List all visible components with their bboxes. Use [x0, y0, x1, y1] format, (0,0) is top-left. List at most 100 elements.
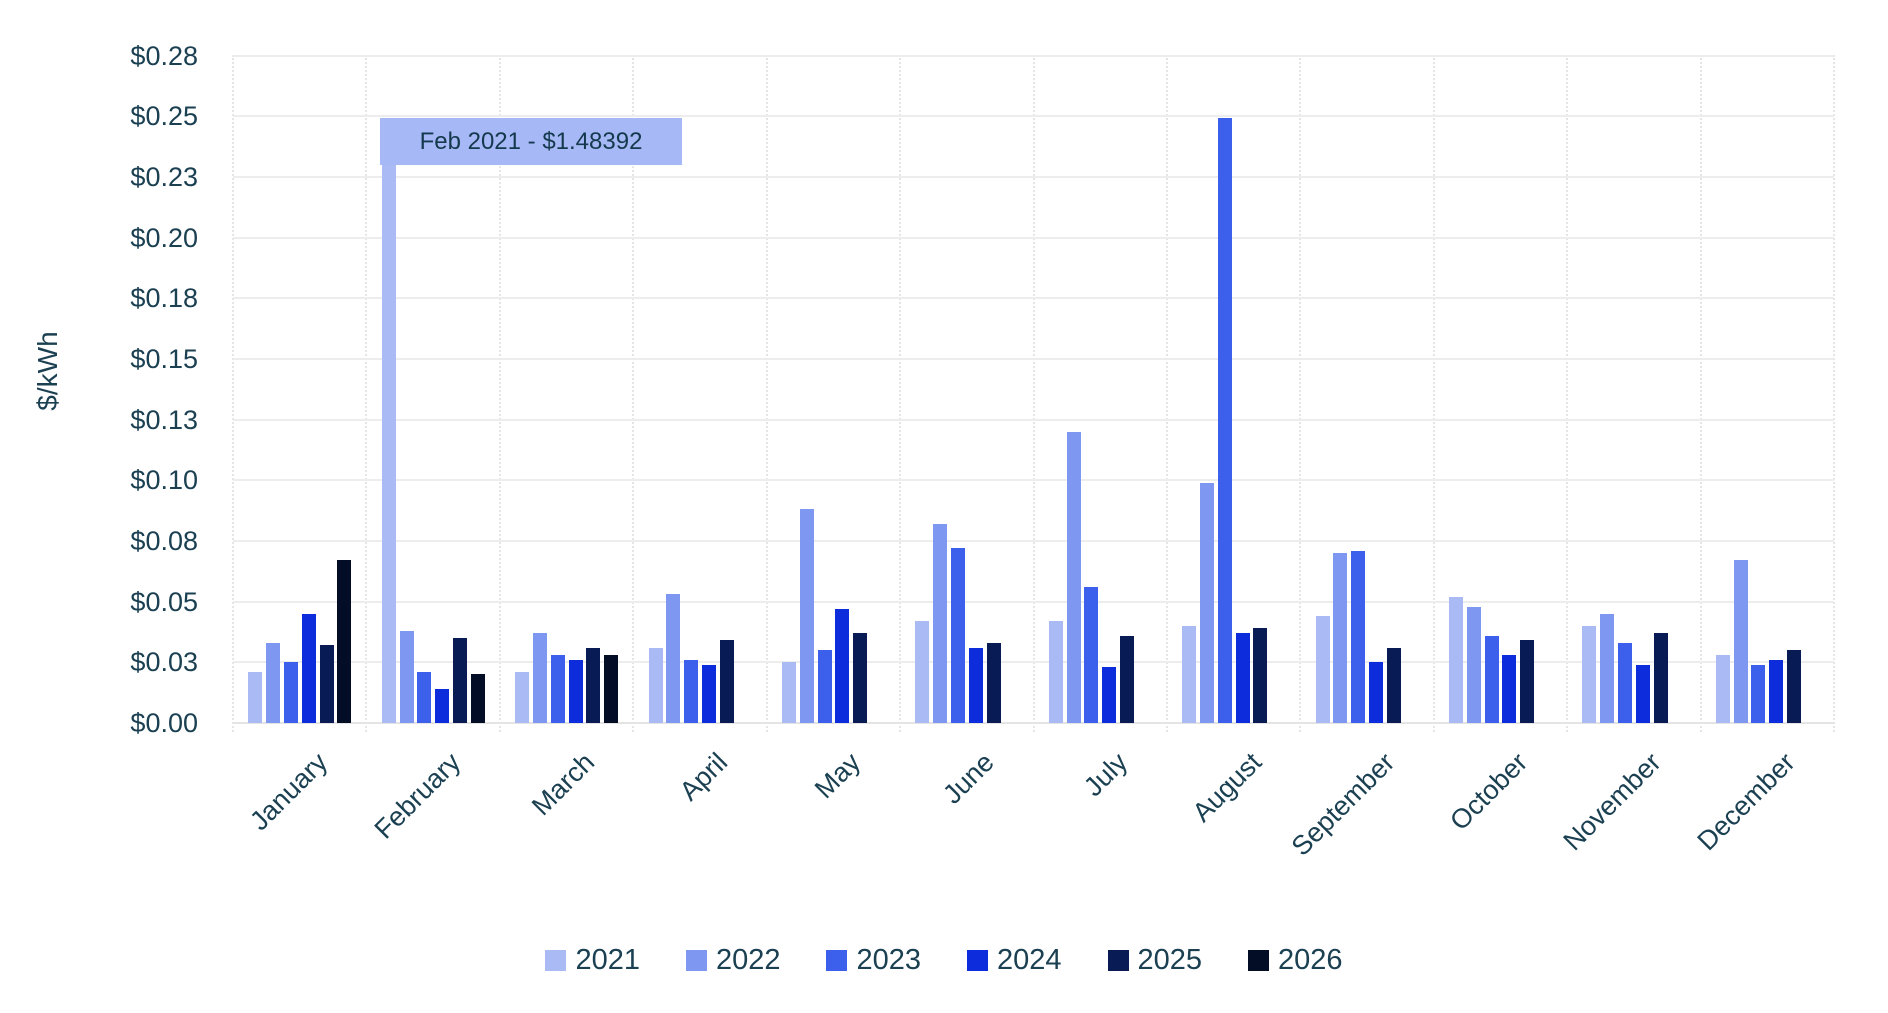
- y-tick-label: $0.00: [130, 708, 198, 738]
- bar[interactable]: [986, 642, 1001, 723]
- bar[interactable]: [452, 638, 467, 723]
- gridline-h: [233, 479, 1834, 482]
- annotation-callout[interactable]: Feb 2021 - $1.48392: [380, 118, 682, 165]
- bar[interactable]: [301, 613, 316, 723]
- bar[interactable]: [701, 664, 716, 723]
- bar[interactable]: [666, 594, 681, 723]
- month-label: August: [1186, 747, 1267, 828]
- y-tick-label: $0.28: [130, 40, 198, 71]
- bar[interactable]: [1386, 647, 1401, 723]
- bar[interactable]: [319, 645, 334, 723]
- month-label: November: [1557, 747, 1668, 857]
- bar[interactable]: [435, 689, 450, 723]
- gridline-h: [233, 357, 1834, 360]
- bar[interactable]: [1102, 667, 1117, 723]
- month-label: February: [368, 747, 467, 845]
- bar[interactable]: [283, 662, 298, 723]
- legend-swatch: [1248, 950, 1270, 971]
- legend-item-2025[interactable]: 2025: [1107, 944, 1202, 977]
- gridline-v: [1032, 55, 1035, 732]
- month-label: March: [525, 747, 600, 822]
- bar[interactable]: [719, 640, 734, 723]
- bar[interactable]: [1048, 621, 1063, 723]
- bar[interactable]: [1502, 655, 1517, 723]
- bar[interactable]: [1733, 560, 1748, 723]
- gridline-v: [498, 55, 501, 732]
- gridline-v: [1566, 55, 1569, 732]
- legend-label: 2023: [856, 944, 921, 976]
- bar[interactable]: [1618, 642, 1633, 723]
- gridline-v: [1432, 55, 1435, 732]
- gridline-h: [233, 722, 1834, 724]
- bar[interactable]: [1653, 633, 1668, 723]
- bar[interactable]: [1084, 587, 1099, 723]
- gridline-h: [233, 236, 1834, 239]
- y-tick-label: $0.05: [130, 586, 198, 617]
- bar[interactable]: [968, 647, 983, 723]
- y-tick-label: $0.13: [130, 404, 198, 435]
- legend-swatch: [826, 950, 848, 971]
- month-label: June: [937, 747, 1001, 810]
- bar[interactable]: [1217, 117, 1232, 723]
- bar[interactable]: [248, 672, 263, 723]
- bar[interactable]: [1787, 650, 1802, 723]
- bar[interactable]: [1484, 635, 1499, 723]
- bar[interactable]: [532, 633, 547, 723]
- bar[interactable]: [1369, 662, 1384, 723]
- bar[interactable]: [515, 672, 530, 723]
- bar[interactable]: [1182, 625, 1197, 723]
- bar[interactable]: [1715, 655, 1730, 723]
- gridline-v: [632, 55, 635, 732]
- bar[interactable]: [933, 523, 948, 723]
- bar[interactable]: [835, 608, 850, 723]
- bar[interactable]: [1769, 659, 1784, 723]
- bar[interactable]: [568, 659, 583, 723]
- bar[interactable]: [950, 548, 965, 723]
- bar[interactable]: [1582, 625, 1597, 723]
- bar[interactable]: [853, 633, 868, 723]
- bar[interactable]: [1466, 606, 1481, 723]
- bar[interactable]: [1520, 640, 1535, 723]
- y-tick-label: $0.10: [130, 465, 198, 496]
- legend-item-2024[interactable]: 2024: [967, 944, 1062, 977]
- gridline-v: [365, 55, 368, 732]
- bar[interactable]: [648, 647, 663, 723]
- gridline-v: [1165, 55, 1168, 732]
- y-tick-label: $0.25: [130, 101, 198, 132]
- bar[interactable]: [266, 642, 281, 723]
- bar[interactable]: [1449, 596, 1464, 723]
- legend: 2021 2022 2023 2024 2025 2026: [0, 944, 1888, 977]
- bar[interactable]: [799, 509, 814, 723]
- gridline-h: [233, 418, 1834, 421]
- bar[interactable]: [337, 560, 352, 723]
- bar[interactable]: [1333, 553, 1348, 723]
- bar[interactable]: [1066, 431, 1081, 723]
- bar[interactable]: [604, 655, 619, 723]
- bar[interactable]: [1315, 616, 1330, 723]
- bar[interactable]: [1635, 664, 1650, 723]
- month-label: September: [1285, 747, 1401, 862]
- gridline-v: [765, 55, 768, 732]
- bar[interactable]: [1600, 613, 1615, 723]
- bar[interactable]: [1751, 664, 1766, 723]
- bar[interactable]: [1235, 633, 1250, 723]
- legend-item-2023[interactable]: 2023: [826, 944, 921, 977]
- bar[interactable]: [915, 621, 930, 723]
- legend-item-2021[interactable]: 2021: [545, 944, 640, 977]
- bar[interactable]: [684, 659, 699, 723]
- bar[interactable]: [381, 117, 396, 723]
- legend-item-2022[interactable]: 2022: [685, 944, 780, 977]
- bar[interactable]: [1351, 550, 1366, 723]
- bar[interactable]: [470, 674, 485, 723]
- bar[interactable]: [586, 647, 601, 723]
- bar[interactable]: [817, 650, 832, 723]
- bar[interactable]: [1253, 628, 1268, 723]
- bar[interactable]: [781, 662, 796, 723]
- legend-item-2026[interactable]: 2026: [1248, 944, 1343, 977]
- bar[interactable]: [417, 672, 432, 723]
- bar[interactable]: [1200, 482, 1215, 723]
- bar[interactable]: [550, 655, 565, 723]
- bar[interactable]: [399, 630, 414, 723]
- gridline-h: [233, 600, 1834, 603]
- bar[interactable]: [1120, 635, 1134, 723]
